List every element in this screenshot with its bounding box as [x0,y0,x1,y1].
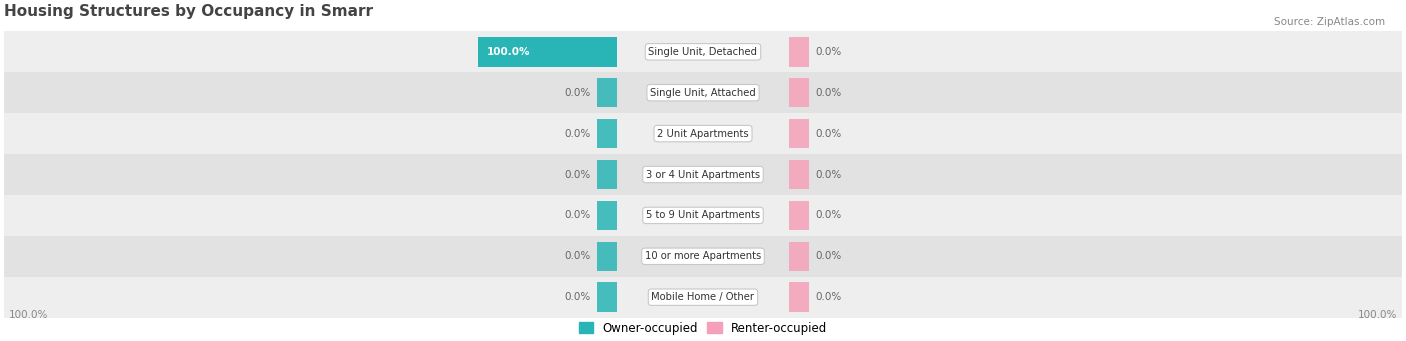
Bar [598,282,617,312]
Text: 2 Unit Apartments: 2 Unit Apartments [657,129,749,138]
Text: 100.0%: 100.0% [486,47,530,57]
Text: 0.0%: 0.0% [564,169,591,179]
Text: 0.0%: 0.0% [815,210,842,220]
Bar [598,78,617,107]
Bar [4,236,1402,277]
Bar [789,78,808,107]
Text: 0.0%: 0.0% [815,129,842,138]
Bar [789,160,808,189]
Text: 100.0%: 100.0% [8,310,48,320]
Text: 10 or more Apartments: 10 or more Apartments [645,251,761,261]
Text: 0.0%: 0.0% [564,210,591,220]
Bar [789,119,808,148]
Bar [4,31,1402,72]
Bar [4,154,1402,195]
Text: 100.0%: 100.0% [1358,310,1398,320]
Bar [789,201,808,230]
Bar [598,241,617,271]
Bar [598,119,617,148]
Bar [4,195,1402,236]
Text: 0.0%: 0.0% [815,169,842,179]
Text: 5 to 9 Unit Apartments: 5 to 9 Unit Apartments [645,210,761,220]
Bar [478,37,617,66]
Bar [789,282,808,312]
Text: Single Unit, Detached: Single Unit, Detached [648,47,758,57]
Text: 0.0%: 0.0% [815,47,842,57]
Text: 0.0%: 0.0% [564,251,591,261]
Bar [4,113,1402,154]
Bar [4,72,1402,113]
Bar [598,201,617,230]
Bar [4,277,1402,317]
Text: 0.0%: 0.0% [564,129,591,138]
Text: Source: ZipAtlas.com: Source: ZipAtlas.com [1274,17,1385,27]
Text: Single Unit, Attached: Single Unit, Attached [650,88,756,98]
Bar [598,160,617,189]
Text: 0.0%: 0.0% [815,251,842,261]
Text: 3 or 4 Unit Apartments: 3 or 4 Unit Apartments [645,169,761,179]
Text: Housing Structures by Occupancy in Smarr: Housing Structures by Occupancy in Smarr [4,4,373,19]
Text: 0.0%: 0.0% [815,292,842,302]
Bar [789,241,808,271]
Legend: Owner-occupied, Renter-occupied: Owner-occupied, Renter-occupied [574,317,832,339]
Text: 0.0%: 0.0% [564,88,591,98]
Text: 0.0%: 0.0% [564,292,591,302]
Text: 0.0%: 0.0% [815,88,842,98]
Bar [789,37,808,66]
Text: Mobile Home / Other: Mobile Home / Other [651,292,755,302]
